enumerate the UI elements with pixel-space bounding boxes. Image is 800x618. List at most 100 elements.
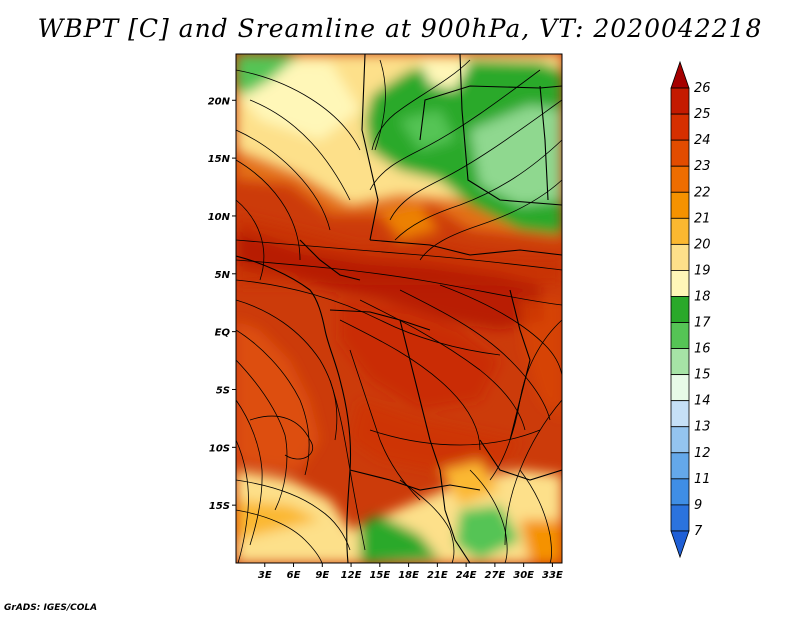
colorbar-label: 17	[694, 316, 711, 331]
streamline	[394, 139, 562, 241]
lat-tick-label: EQ	[215, 328, 231, 339]
country-borders	[236, 54, 562, 563]
streamline	[419, 179, 562, 261]
lat-tick-label: 15N	[208, 154, 231, 165]
lat-tick-label: 15S	[209, 501, 230, 512]
border-line	[329, 309, 431, 331]
streamline	[374, 59, 386, 151]
colorbar-label: 19	[694, 263, 711, 278]
border-line	[419, 85, 562, 141]
colorbar-swatch	[670, 113, 690, 141]
colorbar-label: 24	[694, 133, 711, 148]
colorbar-swatch	[670, 530, 690, 559]
colorbar-swatch	[670, 165, 690, 193]
map-frame	[235, 53, 563, 564]
border-line	[299, 239, 361, 281]
lon-tick-label: 33E	[542, 570, 563, 581]
streamline	[236, 439, 249, 563]
border-line	[539, 85, 549, 201]
lat-tick-label: 10S	[209, 443, 230, 454]
streamline	[249, 415, 313, 460]
colorbar-label: 12	[694, 446, 711, 461]
border-line	[399, 319, 441, 471]
colorbar-swatch	[670, 243, 690, 271]
colorbar-swatch	[670, 270, 690, 297]
colorbar-label: 13	[694, 420, 711, 435]
colorbar-swatch	[670, 139, 690, 167]
colorbar-label: 22	[694, 185, 711, 200]
map-title: WBPT [C] and Sreamline at 900hPa, VT: 20…	[37, 14, 763, 43]
streamline	[236, 509, 323, 563]
lon-tick-label: 9E	[315, 570, 329, 581]
streamline	[236, 359, 288, 511]
lon-tick-label: 6E	[287, 570, 301, 581]
colorbar-swatch	[670, 504, 690, 532]
wbpt-shading	[236, 54, 562, 563]
credit-label: GrADS: IGES/COLA	[4, 603, 98, 613]
colorbar-swatch	[670, 452, 690, 480]
streamline	[469, 469, 508, 563]
lat-tick-label: 20N	[208, 96, 231, 107]
streamline	[504, 399, 562, 546]
lon-tick-label: 3E	[258, 570, 272, 581]
colorbar-label: 18	[694, 289, 711, 304]
lon-tick-label: 24E	[456, 570, 477, 581]
colorbar-swatch	[670, 296, 690, 323]
colorbar-swatch	[670, 60, 690, 89]
streamline	[399, 479, 455, 563]
colorbar-swatch	[670, 348, 690, 376]
streamline	[236, 239, 562, 271]
lat-tick-label: 10N	[208, 212, 231, 223]
streamline	[359, 299, 526, 431]
streamline	[236, 279, 501, 356]
streamline	[339, 319, 481, 451]
streamline	[439, 284, 562, 376]
coastline	[236, 255, 352, 563]
streamline	[519, 469, 552, 563]
colorbar-label: 25	[694, 107, 711, 122]
lon-tick-label: 18E	[398, 570, 419, 581]
streamline	[399, 289, 551, 421]
border-line	[361, 54, 379, 241]
streamline	[236, 199, 265, 281]
streamline	[236, 259, 562, 306]
colorbar-label: 16	[694, 342, 711, 357]
streamline	[249, 99, 351, 201]
lon-tick-label: 27E	[485, 570, 506, 581]
border-line	[349, 469, 481, 491]
lat-tick-label: 5S	[216, 385, 230, 396]
streamline	[389, 99, 562, 221]
lon-tick-label: 30E	[513, 570, 534, 581]
lon-tick-label: 12E	[341, 570, 362, 581]
colorbar-swatch	[670, 217, 690, 245]
border-line	[479, 439, 562, 481]
streamline	[369, 69, 541, 191]
longitude-axis: 3E 6E 9E 12E 15E 18E 21E 24E 27E 30E 33E	[258, 563, 563, 581]
border-line	[369, 239, 562, 256]
colorbar-swatch	[670, 322, 690, 349]
latitude-axis: 20N 15N 10N 5N EQ 5S 10S 15S	[208, 96, 236, 512]
streamline	[371, 59, 471, 151]
colorbar-swatch	[670, 374, 690, 402]
border-line	[459, 54, 562, 206]
streamline	[236, 479, 351, 551]
colorbar-swatch	[670, 400, 690, 428]
streamline	[236, 399, 263, 546]
streamline	[236, 69, 361, 151]
colorbar-label: 15	[694, 368, 711, 383]
border-line	[509, 289, 531, 441]
streamline	[236, 129, 331, 231]
colorbar: 26 25 24 23 22 21 20 19 18 17 16 15 14 13 12 11 9 7	[670, 60, 711, 559]
lat-tick-label: 5N	[215, 270, 231, 281]
colorbar-label: 23	[694, 159, 711, 174]
border-line	[439, 469, 471, 563]
streamline	[369, 429, 541, 446]
colorbar-label: 14	[694, 394, 711, 409]
colorbar-swatch	[670, 426, 690, 454]
lon-tick-label: 15E	[369, 570, 390, 581]
colorbar-label: 7	[694, 524, 703, 539]
colorbar-label: 20	[694, 237, 711, 252]
colorbar-swatch	[670, 87, 690, 115]
colorbar-swatch	[670, 191, 690, 219]
